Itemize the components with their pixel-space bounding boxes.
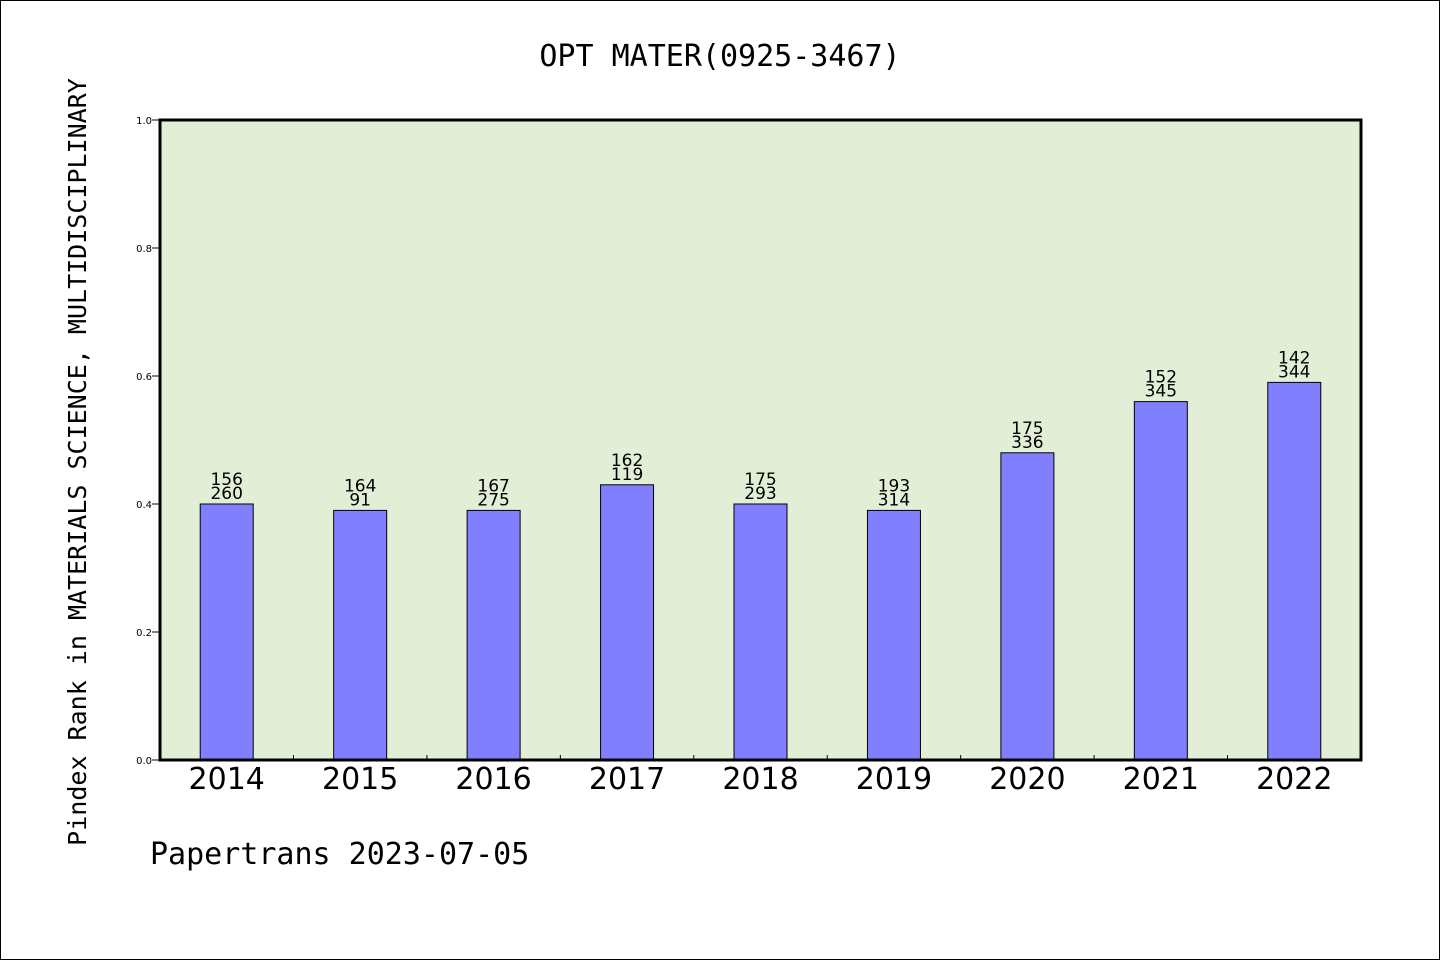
bar-2015 xyxy=(333,509,388,761)
bar-2020 xyxy=(1000,452,1055,761)
x-tick-label: 2016 xyxy=(455,762,531,797)
bar-label-top: 167 xyxy=(477,476,509,496)
x-tick-label: 2015 xyxy=(322,762,398,797)
chart-title: OPT MATER(0925-3467) xyxy=(539,39,900,74)
y-tick-label: 0.0 xyxy=(136,756,152,767)
bar-label-top: 152 xyxy=(1145,368,1177,388)
bar-label-bottom: 119 xyxy=(611,465,643,485)
bar-2019 xyxy=(866,509,921,761)
bar-label-bottom: 293 xyxy=(744,484,776,504)
bar-label-top: 193 xyxy=(878,476,910,496)
bar-label-bottom: 275 xyxy=(477,490,509,510)
y-tick-label: 0.6 xyxy=(136,372,152,383)
bar-2014 xyxy=(199,503,254,761)
bar-label-top: 175 xyxy=(1011,419,1043,439)
bar-2016 xyxy=(466,509,521,761)
bar-label-bottom: 260 xyxy=(210,484,242,504)
bar-2017 xyxy=(600,484,655,761)
bar-label-top: 142 xyxy=(1278,348,1310,368)
y-tick-label: 0.8 xyxy=(136,244,152,255)
bar-2021 xyxy=(1133,401,1188,761)
x-tick-label: 2020 xyxy=(989,762,1065,797)
bars-layer xyxy=(199,381,1322,761)
bar-label-top: 162 xyxy=(611,451,643,471)
bar-label-top: 164 xyxy=(344,476,376,496)
x-axis: 2014 2015 2016 2017 2018 2019 2020 2021 2022 xyxy=(189,755,1332,797)
bar-label-top: 175 xyxy=(744,470,776,490)
y-tick-label: 0.4 xyxy=(136,500,152,511)
bar-label-bottom: 345 xyxy=(1145,382,1177,402)
y-tick-label: 1.0 xyxy=(136,116,152,127)
x-tick-label: 2018 xyxy=(722,762,798,797)
footer-text: Papertrans 2023-07-05 xyxy=(150,837,529,872)
bar-label-bottom: 314 xyxy=(878,490,910,510)
x-tick-label: 2021 xyxy=(1123,762,1199,797)
bar-2018 xyxy=(733,503,788,761)
bar-label-bottom: 336 xyxy=(1011,433,1043,453)
bar-label-top: 156 xyxy=(210,470,242,490)
x-tick-label: 2017 xyxy=(589,762,665,797)
y-axis-label: Pindex Rank in MATERIALS SCIENCE, MULTID… xyxy=(63,78,92,846)
x-tick-label: 2022 xyxy=(1256,762,1332,797)
bar-label-bottom: 91 xyxy=(349,490,371,510)
plot-border xyxy=(158,118,1363,762)
x-tick-label: 2019 xyxy=(856,762,932,797)
y-axis: 0.0 0.2 0.4 0.6 0.8 1.0 xyxy=(136,116,160,767)
x-tick-label: 2014 xyxy=(189,762,265,797)
y-tick-label: 0.2 xyxy=(136,628,152,639)
bar-label-bottom: 344 xyxy=(1278,362,1310,382)
bar-2022 xyxy=(1267,381,1322,761)
